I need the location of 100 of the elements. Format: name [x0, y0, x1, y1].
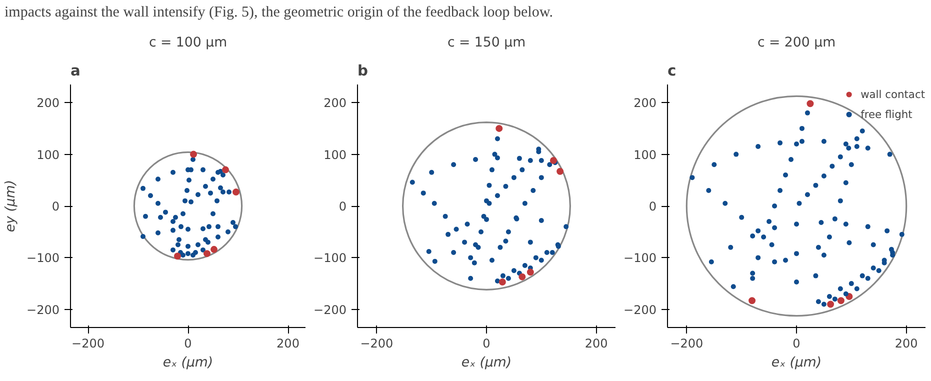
y-tick-label: −200: [624, 302, 657, 317]
x-axis-title: eₓ (μm): [162, 356, 214, 370]
point: [190, 252, 196, 258]
point: [200, 247, 206, 252]
chart-title: c = 150 μm: [447, 36, 526, 50]
point: [156, 200, 160, 206]
point: [148, 193, 153, 198]
point: [180, 252, 186, 258]
point: [550, 157, 557, 164]
point: [806, 100, 814, 108]
point: [226, 190, 232, 195]
text: a: [70, 62, 80, 80]
point: [220, 190, 226, 195]
point: [210, 176, 216, 182]
y-tick-label: −200: [26, 302, 60, 317]
point: [170, 170, 176, 175]
x-axis-title: eₓ (μm): [771, 356, 822, 370]
x-tick-label: −200: [670, 336, 704, 350]
point: [173, 214, 178, 220]
point: [196, 242, 200, 248]
y-tick-label: 100: [36, 148, 60, 162]
point: [190, 150, 197, 158]
point: [188, 199, 194, 204]
point: [222, 166, 229, 174]
x-tick-label: 200: [276, 336, 300, 350]
point: [203, 184, 208, 189]
point: [196, 192, 200, 198]
point: [188, 167, 194, 172]
point: [184, 188, 190, 193]
point: [556, 168, 564, 175]
y-tick-label: 200: [324, 96, 346, 110]
chart-title: c = 200 μm: [757, 36, 836, 50]
y-tick-label: 100: [324, 148, 346, 162]
point: [170, 219, 176, 224]
x-tick-label: 200: [584, 336, 608, 350]
point: [233, 224, 238, 230]
y-tick-label: 0: [648, 200, 657, 214]
y-tick-label: 0: [52, 200, 60, 214]
point: [232, 188, 240, 196]
legend-label: free flight: [860, 108, 912, 120]
legend-label: wall contact: [860, 88, 925, 100]
point: [526, 268, 534, 276]
point: [163, 210, 168, 215]
point: [214, 198, 220, 204]
point: [140, 186, 146, 191]
x-tick-label: 0: [482, 336, 490, 350]
point: [143, 214, 148, 219]
x-tick-label: 0: [184, 336, 192, 350]
point: [174, 252, 181, 260]
chart-title: c = 100 μm: [148, 36, 228, 50]
y-axis-title: ey (μm): [4, 180, 19, 232]
point: [156, 230, 160, 236]
y-tick-label: −100: [624, 251, 657, 266]
point: [200, 167, 206, 172]
point: [218, 185, 223, 190]
x-tick-label: −200: [360, 336, 394, 350]
x-tick-label: 0: [792, 336, 800, 350]
point: [170, 228, 176, 233]
point: [518, 273, 526, 280]
point: [498, 278, 506, 286]
point: [206, 240, 210, 245]
point: [200, 226, 206, 232]
point: [170, 247, 176, 252]
point: [158, 214, 163, 220]
point: [186, 178, 192, 183]
x-tick-label: −200: [72, 336, 104, 350]
x-axis-title: eₓ (μm): [461, 356, 512, 370]
point: [186, 226, 190, 232]
point: [178, 224, 184, 230]
point: [210, 211, 216, 216]
point: [230, 220, 236, 226]
y-tick-label: 100: [634, 148, 656, 162]
point: [186, 251, 190, 256]
y-tick-label: 200: [36, 96, 60, 110]
point: [220, 172, 226, 178]
text: impacts against the wall intensify (Fig. 5), the geometric origin of the feedback loop below.: [4, 4, 553, 20]
point: [190, 156, 196, 162]
point: [182, 198, 188, 204]
point: [180, 211, 186, 216]
point: [204, 250, 210, 258]
x-tick-label: 200: [894, 336, 918, 350]
point: [186, 244, 190, 249]
y-tick-label: 0: [338, 200, 347, 214]
point: [156, 176, 160, 182]
text: b: [358, 62, 368, 80]
point: [827, 300, 834, 308]
point: [176, 237, 182, 242]
point: [216, 224, 220, 230]
point: [208, 190, 213, 196]
point: [176, 242, 180, 248]
point: [140, 234, 146, 239]
y-tick-label: −100: [314, 251, 347, 266]
y-tick-label: 200: [634, 96, 656, 110]
y-tick-label: −100: [26, 251, 60, 266]
point: [837, 297, 844, 304]
point: [496, 124, 503, 132]
point: [210, 246, 218, 253]
y-tick-label: −200: [314, 302, 347, 317]
point: [748, 297, 756, 304]
point: [216, 234, 220, 240]
